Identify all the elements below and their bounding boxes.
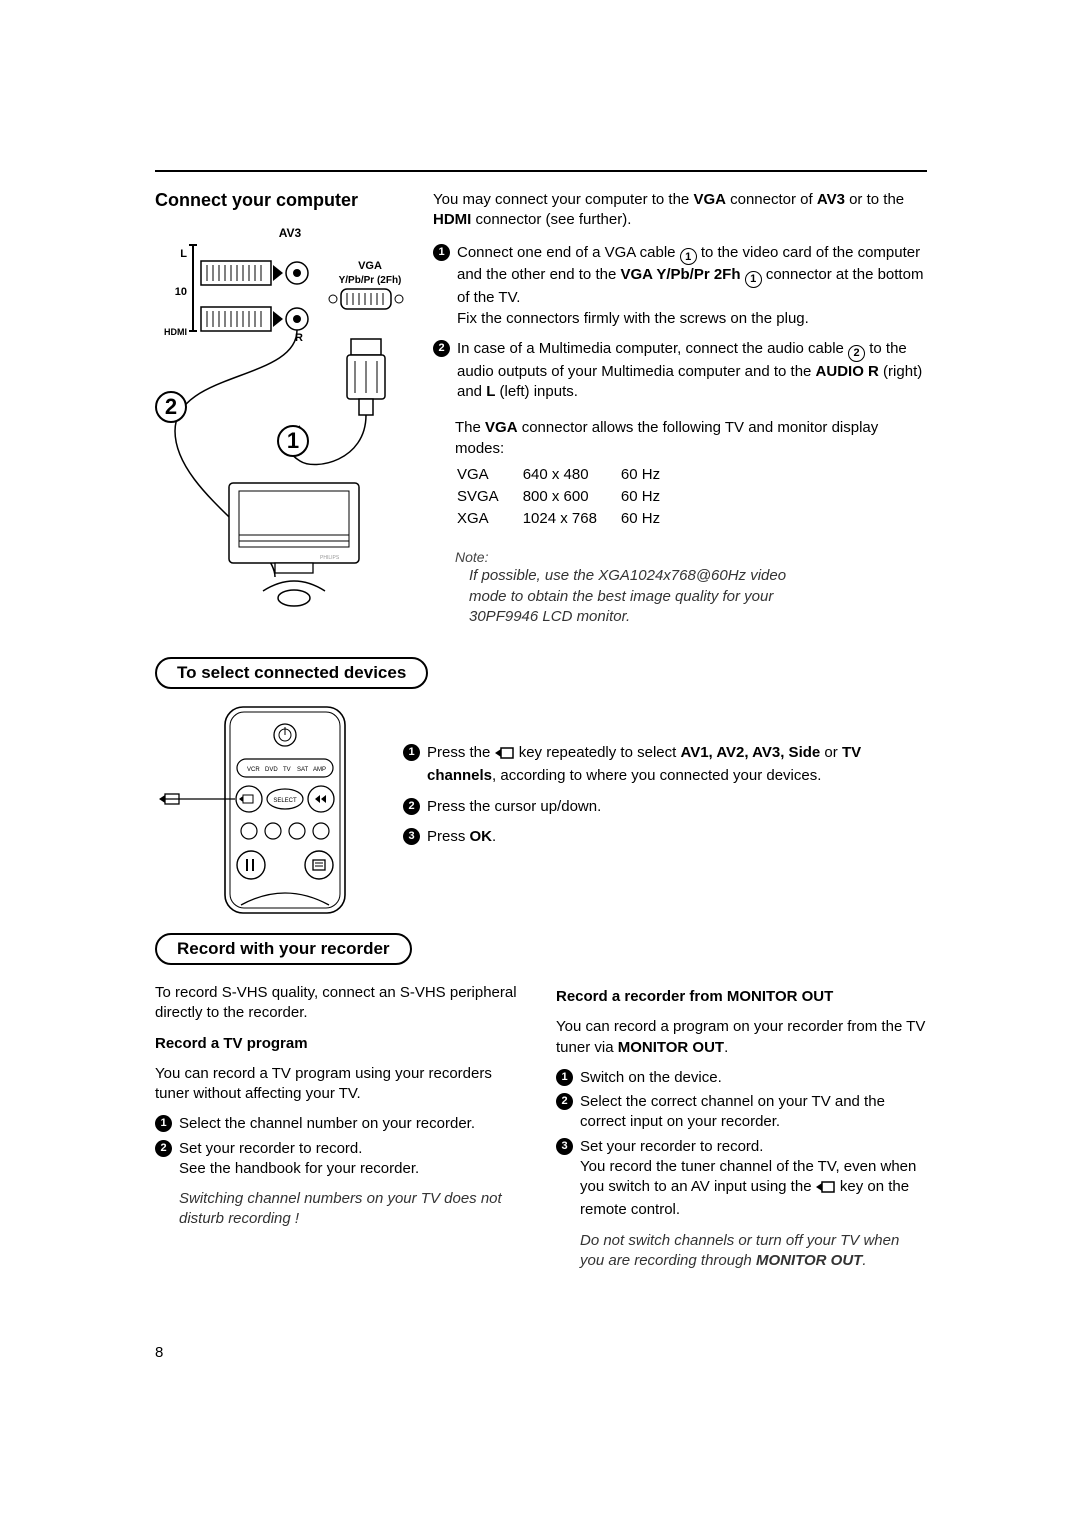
section1-right-col: You may connect your computer to the VGA…: [433, 190, 927, 627]
display-modes-table: VGA640 x 48060 Hz SVGA800 x 60060 Hz XGA…: [455, 463, 684, 532]
remote-label: AMP: [313, 767, 326, 773]
remote-label: SAT: [297, 767, 309, 773]
remote-label: DVD: [265, 767, 278, 773]
diagram-label-l: L: [180, 248, 187, 260]
source-icon: [495, 746, 515, 766]
remote-select-label: SELECT: [273, 798, 297, 804]
table-row: VGA640 x 48060 Hz: [457, 465, 682, 485]
step-1-badge: 1: [403, 744, 420, 761]
step-2-badge: 2: [403, 798, 420, 815]
monitor-out-subhead: Record a recorder from MONITOR OUT: [556, 987, 927, 1007]
svhs-intro: To record S-VHS quality, connect an S-VH…: [155, 983, 526, 1024]
connect-computer-heading: Connect your computer: [155, 190, 415, 211]
left-step-1: 1 Select the channel number on your reco…: [155, 1114, 526, 1134]
modes-intro: The VGA connector allows the following T…: [455, 418, 927, 459]
step-2-badge: 2: [433, 340, 450, 357]
remote-diagram: VCR DVD TV SAT AMP SELECT: [155, 705, 391, 915]
diagram-label-hdmi: HDMI: [164, 327, 187, 337]
remote-label: VCR: [247, 767, 260, 773]
s2-step-3: 3 Press OK.: [403, 827, 927, 847]
manual-page: Connect your computer AV3 L 10 HDMI: [155, 170, 927, 1281]
diagram-label-ypbpr: Y/Pb/Pr (2Fh): [339, 275, 402, 286]
step-1-badge: 1: [155, 1115, 172, 1132]
section-connect-computer: Connect your computer AV3 L 10 HDMI: [155, 190, 927, 627]
diagram-label-10: 10: [175, 286, 187, 298]
right-step-1: 1 Switch on the device.: [556, 1068, 927, 1088]
inline-circle-2: 2: [848, 345, 865, 362]
right-step-2: 2 Select the correct channel on your TV …: [556, 1092, 927, 1133]
section3-columns: To record S-VHS quality, connect an S-VH…: [155, 983, 927, 1281]
section2-steps: 1 Press the key repeatedly to select AV1…: [403, 705, 927, 915]
section2-body: VCR DVD TV SAT AMP SELECT: [155, 705, 927, 915]
table-row: XGA1024 x 76860 Hz: [457, 509, 682, 529]
diagram-step-1-marker: 1: [277, 425, 309, 457]
section-record: Record with your recorder To record S-VH…: [155, 933, 927, 1281]
left-note: Switching channel numbers on your TV doe…: [179, 1189, 526, 1230]
select-devices-heading: To select connected devices: [155, 657, 428, 689]
diagram-label-vga: VGA: [358, 260, 382, 272]
inline-circle-1b: 1: [745, 271, 762, 288]
left-step-2: 2 Set your recorder to record. See the h…: [155, 1139, 526, 1180]
diagram-step-2-marker: 2: [155, 391, 187, 423]
record-tv-desc: You can record a TV program using your r…: [155, 1064, 526, 1105]
section1-left-col: Connect your computer AV3 L 10 HDMI: [155, 190, 415, 627]
diagram-svg: AV3 L 10 HDMI: [155, 221, 409, 611]
right-step-3: 3 Set your recorder to record. You recor…: [556, 1137, 927, 1221]
source-icon: [816, 1180, 836, 1200]
record-left-col: To record S-VHS quality, connect an S-VH…: [155, 983, 526, 1281]
top-rule: [155, 170, 927, 172]
note-block: Note: If possible, use the XGA1024x768@6…: [455, 548, 805, 628]
table-row: SVGA800 x 60060 Hz: [457, 487, 682, 507]
note-label: Note:: [455, 548, 805, 567]
svg-text:PHILIPS: PHILIPS: [320, 555, 340, 561]
step-2: 2 In case of a Multimedia computer, conn…: [433, 339, 927, 402]
section-select-devices: To select connected devices VCR DVD TV: [155, 657, 927, 915]
computer-connection-diagram: AV3 L 10 HDMI: [155, 221, 409, 611]
remote-svg: VCR DVD TV SAT AMP SELECT: [155, 705, 391, 915]
note-text: If possible, use the XGA1024x768@60Hz vi…: [469, 566, 805, 627]
intro-paragraph: You may connect your computer to the VGA…: [433, 190, 927, 231]
step-3-badge: 3: [556, 1138, 573, 1155]
step-2-badge: 2: [556, 1093, 573, 1110]
step-1-badge: 1: [556, 1069, 573, 1086]
remote-label: TV: [283, 767, 291, 773]
page-number: 8: [155, 1344, 163, 1361]
step-1: 1 Connect one end of a VGA cable 1 to th…: [433, 243, 927, 329]
step-2-badge: 2: [155, 1140, 172, 1157]
record-right-col: Record a recorder from MONITOR OUT You c…: [556, 983, 927, 1281]
diagram-label-av3: AV3: [279, 226, 302, 240]
monitor-out-desc: You can record a program on your recorde…: [556, 1017, 927, 1058]
inline-circle-1: 1: [680, 248, 697, 265]
right-note: Do not switch channels or turn off your …: [580, 1231, 927, 1272]
s2-step-2: 2 Press the cursor up/down.: [403, 797, 927, 817]
record-heading: Record with your recorder: [155, 933, 412, 965]
step-3-badge: 3: [403, 828, 420, 845]
s2-step-1: 1 Press the key repeatedly to select AV1…: [403, 743, 927, 787]
step-1-badge: 1: [433, 244, 450, 261]
record-tv-subhead: Record a TV program: [155, 1034, 526, 1054]
